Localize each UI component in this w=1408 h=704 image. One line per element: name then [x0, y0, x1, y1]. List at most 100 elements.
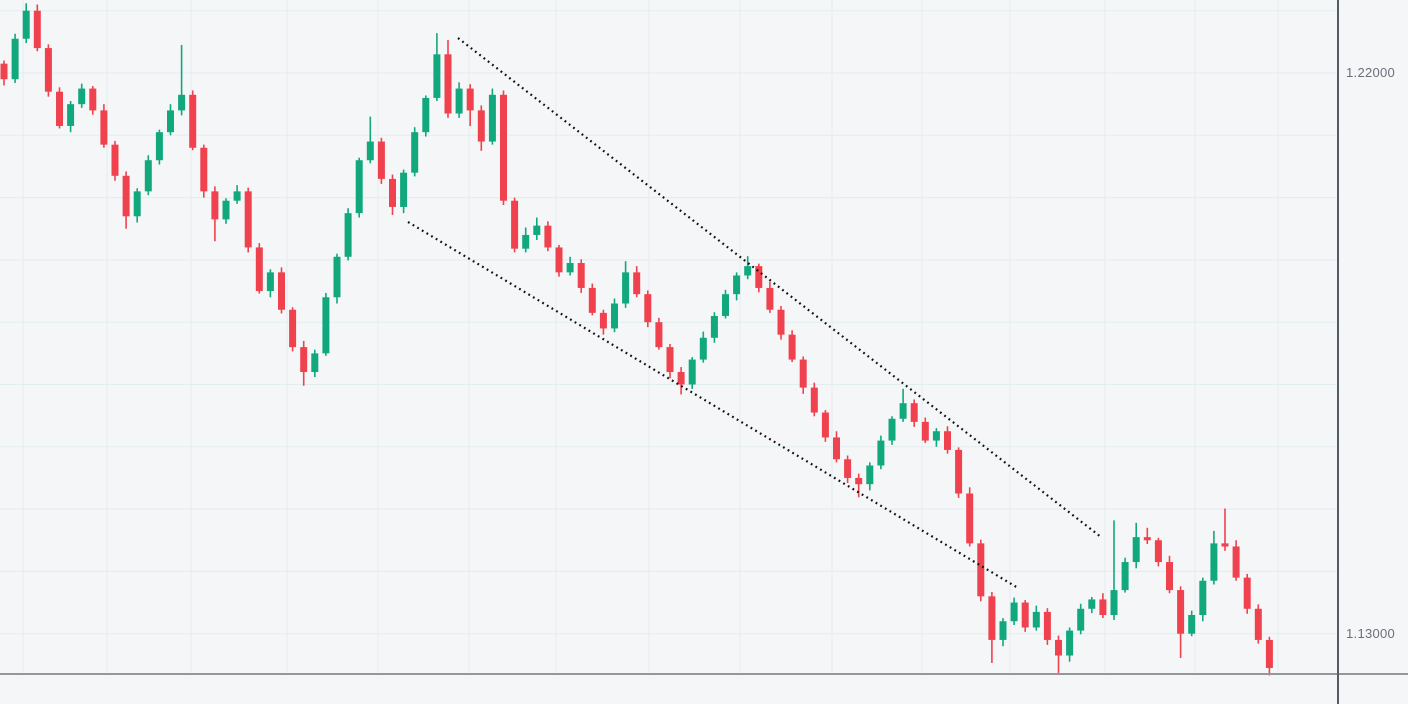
price-axis-label-upper: 1.22000 [1346, 65, 1396, 80]
candle-body [1143, 537, 1151, 541]
candle-body [855, 477, 863, 485]
candle-body [178, 94, 186, 111]
candle-body [1221, 543, 1229, 547]
candle-body [988, 596, 996, 640]
candle-body [699, 337, 707, 360]
candle-body [422, 97, 430, 133]
candle-body [377, 141, 385, 179]
candle-body [266, 272, 274, 292]
candle-body [611, 303, 618, 329]
candle-body [1066, 630, 1074, 656]
candle-body [733, 275, 741, 295]
candle-body [488, 94, 496, 142]
candle-body [511, 200, 519, 249]
candle-body [1032, 611, 1040, 628]
candle-body [833, 437, 840, 460]
candle-body [910, 403, 918, 422]
candle-body [777, 309, 785, 335]
candle-body [1177, 590, 1185, 634]
candle-body [89, 88, 97, 111]
candle-body [977, 543, 985, 597]
candle-body [932, 431, 940, 441]
candle-body [866, 465, 874, 485]
candle-body [444, 54, 452, 114]
candle-body [255, 247, 263, 292]
candle-body [1099, 599, 1107, 616]
candle-body [999, 621, 1007, 640]
candle-body [222, 200, 230, 220]
candle-body [766, 287, 774, 310]
candle-body [633, 272, 641, 295]
candle-body [400, 172, 408, 207]
candle-body [111, 144, 119, 176]
candle-body [888, 418, 896, 441]
candle-body [655, 322, 663, 348]
candle-body [688, 359, 696, 385]
candle-body [744, 266, 752, 276]
candle-body [1077, 608, 1085, 631]
candle-body [522, 234, 530, 249]
candle-body [710, 315, 718, 338]
candle-body [821, 412, 829, 438]
candle-body [67, 104, 75, 126]
candle-body [566, 263, 574, 273]
candle-body [966, 493, 974, 544]
candle-body [411, 132, 419, 173]
candle-body [1154, 540, 1162, 563]
candle-body [389, 178, 396, 207]
candle-body [1166, 562, 1173, 591]
candle-body [1110, 590, 1118, 616]
candle-body [599, 312, 607, 329]
descending-channel-lower-line[interactable] [407, 221, 1019, 589]
candle-body [33, 10, 41, 49]
candle-body [44, 48, 52, 92]
candle-body [289, 309, 297, 348]
grid [0, 0, 1338, 674]
candle-body [666, 347, 674, 373]
candle-body [333, 256, 341, 298]
candle-body [500, 94, 507, 201]
candle-body [477, 110, 485, 142]
descending-channel-upper-line[interactable] [457, 37, 1102, 538]
candle-body [11, 38, 19, 80]
candle-body [1254, 608, 1262, 640]
candle-body [466, 88, 474, 111]
candle-body [788, 334, 796, 360]
candle-body [755, 266, 763, 288]
candle-body [1265, 639, 1273, 668]
candle-body [22, 10, 30, 39]
candle-body [311, 353, 319, 373]
candle-body [622, 272, 630, 304]
trendlines [407, 37, 1102, 589]
candle-body [189, 94, 197, 148]
candle-body [799, 359, 807, 388]
candle-body [877, 440, 885, 466]
candle-body [810, 387, 818, 413]
candle-body [577, 263, 585, 288]
candle-body [722, 294, 729, 316]
candle-body [278, 272, 285, 310]
candle-body [1132, 537, 1140, 563]
candle-body [899, 403, 907, 419]
candle-body [944, 431, 951, 450]
candle-body [244, 191, 252, 248]
candle-body [322, 297, 330, 354]
candle-body [588, 287, 596, 313]
candle-body [355, 160, 363, 214]
candle-body [1021, 602, 1029, 628]
candle-body [100, 110, 108, 145]
candle-body [122, 175, 130, 217]
candle-body [844, 459, 852, 478]
candle-body [433, 54, 441, 98]
candle-body [1243, 577, 1251, 609]
candle-body [1121, 562, 1129, 591]
candle-body [1232, 546, 1240, 578]
price-axis-label-lower: 1.13000 [1346, 625, 1396, 641]
candle-body [0, 63, 8, 80]
candle-body [155, 132, 163, 161]
candles [0, 3, 1273, 676]
candle-body [1043, 611, 1051, 640]
candle-body [78, 88, 86, 105]
